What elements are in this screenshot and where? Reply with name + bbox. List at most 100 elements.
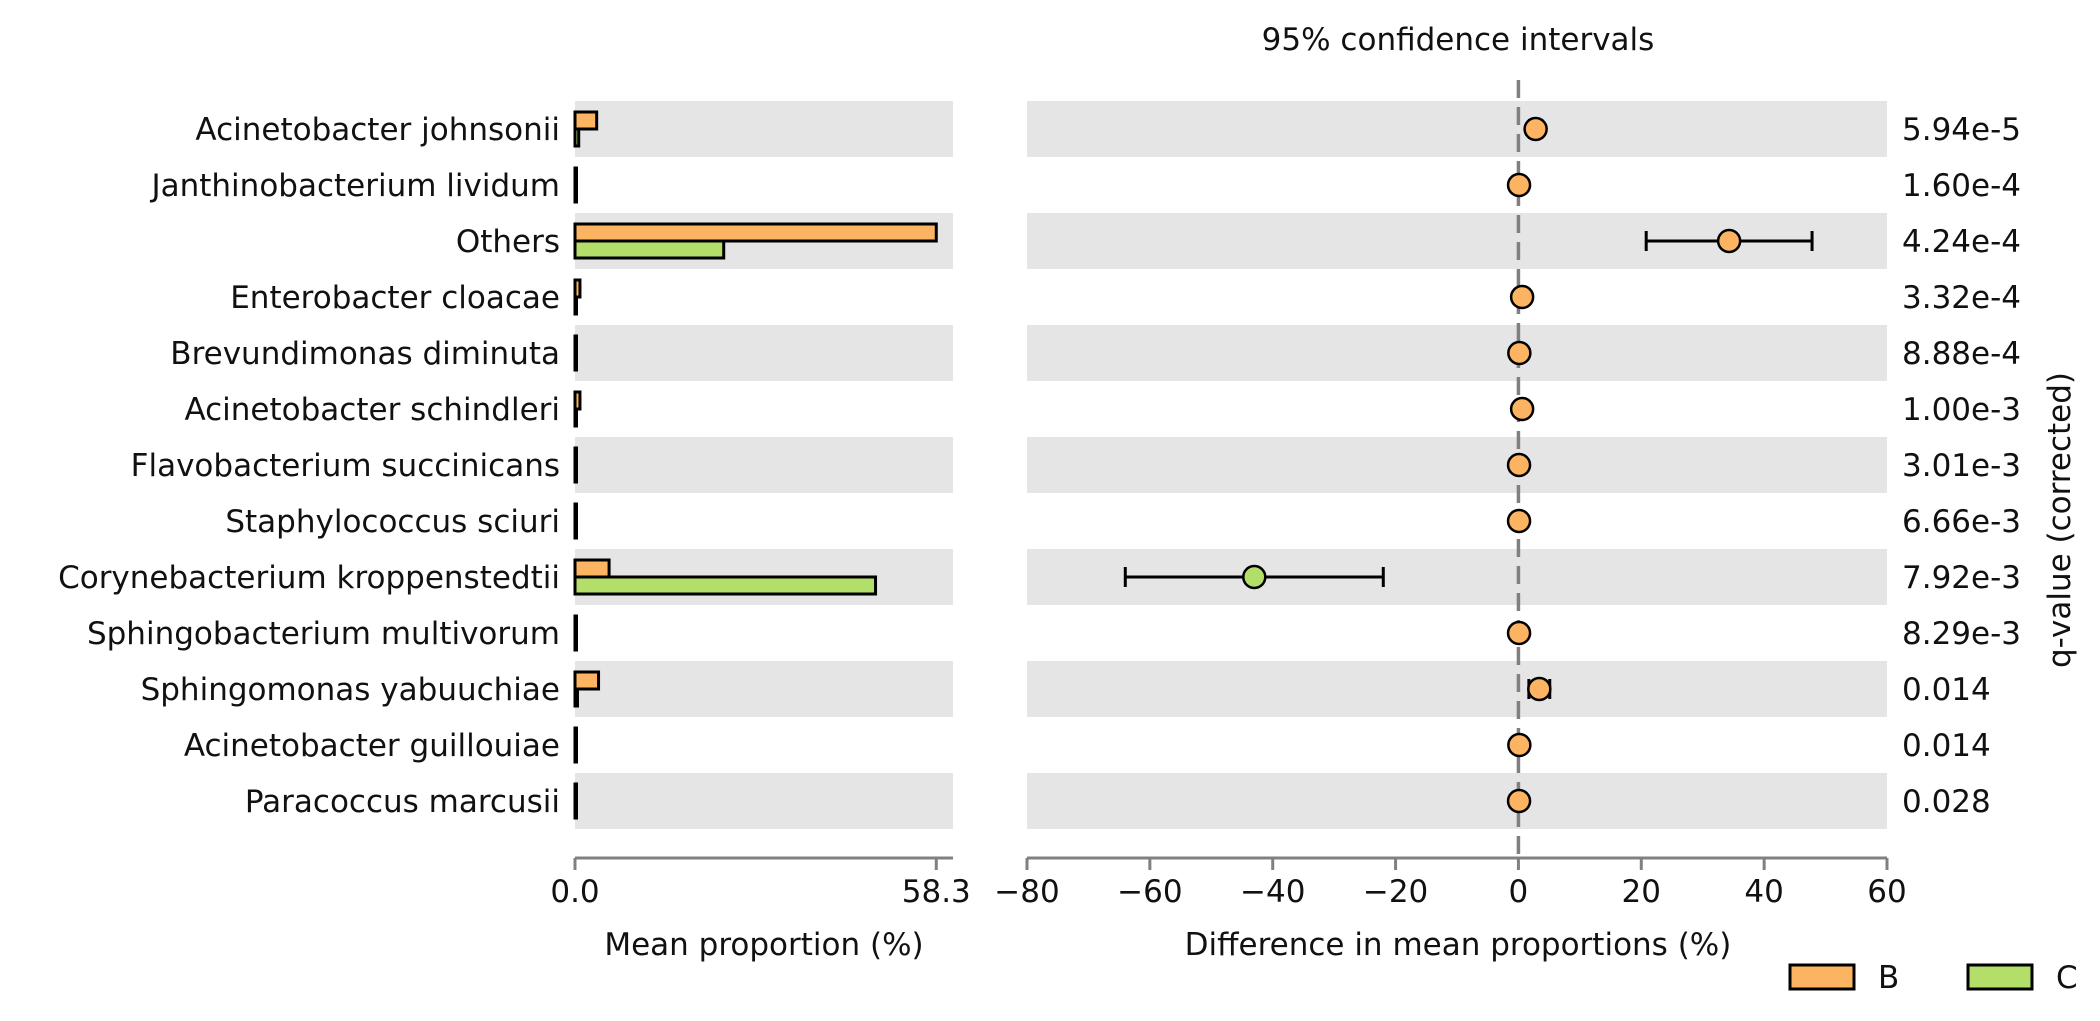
difference-point [1716, 228, 1742, 254]
bar-C [573, 519, 578, 540]
category-label: Acinetobacter johnsonii [195, 112, 560, 148]
row-stripe-left [575, 101, 953, 157]
row-stripes [575, 101, 1887, 829]
q-value: 4.24e-4 [1902, 224, 2021, 260]
left-x-tick-label: 0.0 [550, 874, 599, 910]
bar-B [573, 614, 578, 635]
right-x-tick-label: 20 [1622, 874, 1661, 910]
row-stripe-right [1027, 437, 1887, 493]
bar-B [573, 166, 578, 187]
bar-C [573, 183, 578, 204]
category-label: Sphingobacterium multivorum [87, 616, 560, 652]
category-label: Paracoccus marcusii [245, 784, 560, 820]
difference-point [1523, 116, 1548, 142]
bar-B [573, 670, 601, 691]
bar-C [573, 127, 581, 148]
bar-B [573, 446, 578, 467]
difference-point [1242, 564, 1267, 590]
difference-point [1506, 620, 1532, 646]
bar-C [573, 631, 578, 652]
q-value: 0.014 [1902, 672, 1991, 708]
q-value: 3.01e-3 [1902, 448, 2021, 484]
mean-proportion-panel: 0.0 58.3 [550, 110, 971, 910]
right-x-tick-label: −80 [994, 874, 1059, 910]
difference-point [1506, 788, 1532, 814]
right-x-axis-label: Difference in mean proportions (%) [1185, 927, 1732, 963]
q-value: 1.60e-4 [1902, 168, 2021, 204]
bar-C [573, 687, 579, 708]
difference-point [1506, 452, 1532, 478]
category-label: Brevundimonas diminuta [170, 336, 560, 372]
row-stripe-right [1027, 325, 1887, 381]
difference-panel: −80 −60 −40 −20 0 20 40 60 [994, 80, 1907, 910]
q-value: 7.92e-3 [1902, 560, 2021, 596]
difference-point [1506, 172, 1532, 198]
right-x-tick-label: −40 [1240, 874, 1305, 910]
right-x-tick-label: 60 [1867, 874, 1906, 910]
q-value: 3.32e-4 [1902, 280, 2021, 316]
q-value-labels: 5.94e-5 1.60e-4 4.24e-4 3.32e-4 8.88e-4 1.00e… [1902, 112, 2021, 820]
bar-B [573, 110, 599, 131]
difference-point [1509, 284, 1535, 310]
difference-point [1507, 340, 1532, 366]
q-value: 0.028 [1902, 784, 1991, 820]
row-stripe-right [1027, 661, 1887, 717]
q-value: 8.29e-3 [1902, 616, 2021, 652]
bar-C [573, 239, 726, 260]
bar-C [573, 295, 578, 316]
category-label: Flavobacterium succinicans [131, 448, 560, 484]
category-label: Acinetobacter guillouiae [184, 728, 560, 764]
left-x-axis-label: Mean proportion (%) [604, 927, 923, 963]
category-label: Acinetobacter schindleri [184, 392, 560, 428]
bar-B [573, 782, 578, 803]
left-x-tick-label: 58.3 [902, 874, 971, 910]
right-x-tick-label: 40 [1744, 874, 1783, 910]
row-stripe-right [1027, 101, 1887, 157]
q-value: 6.66e-3 [1902, 504, 2021, 540]
bar-C [573, 407, 578, 428]
row-stripe-left [575, 773, 953, 829]
bar-B [573, 222, 938, 243]
row-stripe-right [1027, 773, 1887, 829]
legend-label-C: C [2056, 960, 2078, 996]
bar-C [573, 463, 578, 484]
category-label: Others [456, 224, 560, 260]
category-labels: Acinetobacter johnsonii Janthinobacterium… [58, 112, 560, 820]
chart-title: 95% confidence intervals [1262, 22, 1655, 58]
category-label: Corynebacterium kroppenstedtii [58, 560, 560, 596]
bar-B [573, 558, 611, 579]
right-x-tick-label: −60 [1117, 874, 1182, 910]
q-value: 0.014 [1902, 728, 1991, 764]
category-label: Sphingomonas yabuuchiae [141, 672, 560, 708]
difference-point [1509, 396, 1535, 422]
bar-B [573, 502, 578, 523]
legend-swatch-B [1788, 963, 1856, 991]
row-stripe-left [575, 437, 953, 493]
difference-point [1506, 508, 1532, 534]
bar-B [573, 334, 578, 355]
category-label: Staphylococcus sciuri [225, 504, 560, 540]
bar-B [573, 726, 578, 747]
bar-C [573, 575, 878, 596]
difference-point [1507, 732, 1532, 758]
row-stripe-left [575, 661, 953, 717]
legend-label-B: B [1878, 960, 1899, 996]
legend-swatch-C [1966, 963, 2034, 991]
bar-C [573, 799, 578, 820]
category-label: Enterobacter cloacae [230, 280, 560, 316]
bar-B [573, 390, 582, 411]
q-value: 5.94e-5 [1902, 112, 2021, 148]
q-value-axis-label: q-value (corrected) [2042, 372, 2078, 668]
q-value: 8.88e-4 [1902, 336, 2021, 372]
category-label: Janthinobacterium lividum [149, 168, 560, 204]
right-x-tick-label: 0 [1509, 874, 1529, 910]
right-x-tick-label: −20 [1363, 874, 1428, 910]
bar-B [573, 278, 582, 299]
row-stripe-left [575, 325, 953, 381]
q-value: 1.00e-3 [1902, 392, 2021, 428]
bar-C [573, 351, 578, 372]
bar-C [573, 743, 578, 764]
difference-point [1527, 676, 1552, 702]
